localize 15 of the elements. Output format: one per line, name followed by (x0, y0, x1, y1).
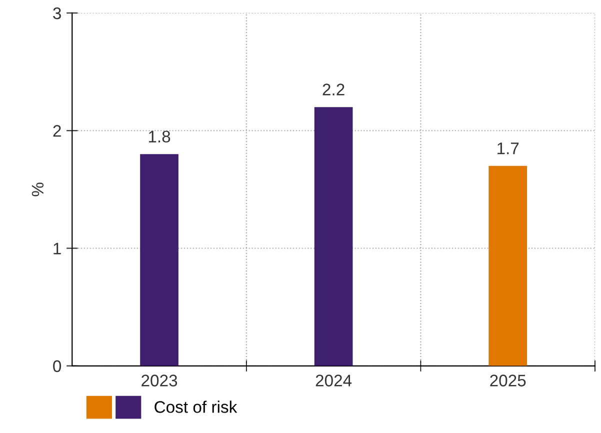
data-label: 1.8 (148, 130, 170, 143)
y-axis-title: % (32, 182, 44, 196)
data-label: 1.7 (498, 142, 519, 154)
x-tick-label: 2023 (142, 374, 178, 386)
bar (488, 166, 528, 366)
y-tick-label: 3 (53, 7, 61, 20)
y-tick-label: 2 (53, 125, 61, 137)
data-label: 2.2 (322, 84, 344, 96)
x-tick-label: 2025 (490, 374, 526, 386)
bar (140, 154, 178, 366)
legend-label: Cost of risk (154, 400, 238, 413)
y-tick-label: 0 (53, 360, 62, 372)
x-tick-label: 2024 (316, 374, 352, 386)
y-tick-label: 1 (54, 242, 61, 254)
bar (314, 107, 353, 366)
